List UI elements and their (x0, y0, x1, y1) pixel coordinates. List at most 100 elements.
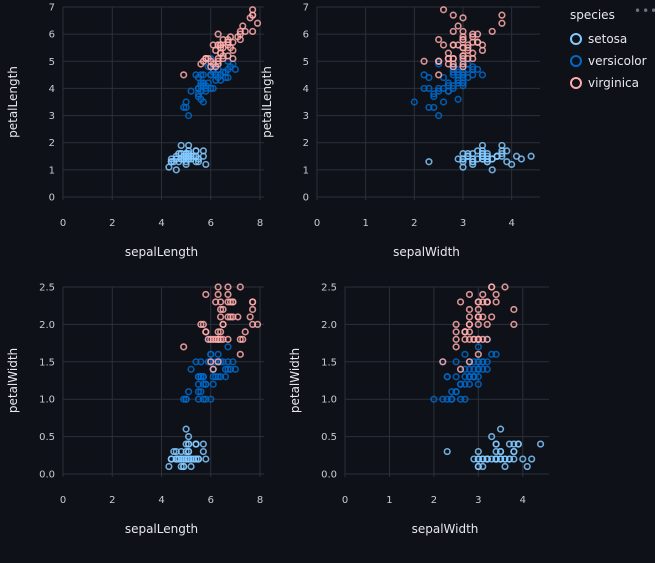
data-point-versicolor[interactable] (194, 73, 203, 82)
data-point-versicolor[interactable] (461, 350, 469, 358)
data-point-virginica[interactable] (435, 71, 443, 79)
data-point-versicolor[interactable] (470, 373, 478, 381)
data-point-versicolor[interactable] (470, 365, 478, 373)
data-point-versicolor[interactable] (479, 358, 487, 366)
data-point-setosa[interactable] (488, 166, 496, 174)
data-point-setosa[interactable] (443, 447, 451, 456)
data-point-versicolor[interactable] (430, 395, 438, 403)
data-point-virginica[interactable] (224, 41, 232, 49)
data-point-virginica[interactable] (241, 328, 249, 336)
data-point-versicolor[interactable] (483, 358, 491, 366)
data-point-setosa[interactable] (505, 455, 514, 463)
data-point-versicolor[interactable] (435, 111, 443, 120)
data-point-setosa[interactable] (182, 425, 190, 433)
data-point-virginica[interactable] (459, 14, 467, 22)
data-point-setosa[interactable] (523, 462, 531, 471)
data-point-virginica[interactable] (226, 298, 235, 306)
data-point-virginica[interactable] (214, 57, 222, 65)
data-point-versicolor[interactable] (224, 365, 232, 373)
data-point-virginica[interactable] (474, 38, 482, 46)
data-point-versicolor[interactable] (479, 365, 487, 373)
data-point-virginica[interactable] (249, 11, 257, 19)
data-point-setosa[interactable] (184, 433, 193, 441)
data-point-versicolor[interactable] (214, 350, 222, 358)
legend-item-versicolor[interactable]: versicolor (570, 50, 647, 72)
legend-item-virginica[interactable]: virginica (570, 72, 647, 94)
data-point-setosa[interactable] (202, 455, 210, 463)
data-point-virginica[interactable] (461, 328, 469, 336)
data-point-virginica[interactable] (217, 335, 225, 343)
data-point-virginica[interactable] (224, 298, 232, 306)
data-point-versicolor[interactable] (199, 98, 207, 106)
data-point-virginica[interactable] (465, 358, 474, 366)
data-point-virginica[interactable] (501, 283, 509, 291)
data-point-setosa[interactable] (492, 447, 500, 456)
data-point-virginica[interactable] (207, 358, 215, 366)
data-point-virginica[interactable] (459, 63, 467, 71)
data-point-virginica[interactable] (212, 46, 220, 55)
data-point-setosa[interactable] (192, 440, 200, 448)
data-point-setosa[interactable] (172, 166, 180, 174)
data-point-setosa[interactable] (202, 160, 210, 169)
data-point-virginica[interactable] (202, 328, 210, 336)
data-point-versicolor[interactable] (184, 111, 193, 120)
data-point-versicolor[interactable] (478, 71, 487, 79)
data-point-virginica[interactable] (464, 44, 472, 52)
data-point-setosa[interactable] (492, 455, 500, 463)
data-point-versicolor[interactable] (492, 350, 500, 358)
data-point-virginica[interactable] (465, 305, 474, 314)
data-point-versicolor[interactable] (439, 84, 448, 93)
data-point-virginica[interactable] (452, 335, 460, 343)
data-point-virginica[interactable] (236, 35, 244, 44)
data-point-virginica[interactable] (199, 320, 207, 329)
data-point-versicolor[interactable] (221, 73, 230, 82)
data-point-virginica[interactable] (492, 298, 500, 306)
data-point-virginica[interactable] (214, 283, 222, 291)
data-point-versicolor[interactable] (474, 365, 482, 373)
data-point-virginica[interactable] (246, 313, 254, 321)
data-point-setosa[interactable] (180, 462, 188, 471)
data-point-setosa[interactable] (498, 141, 506, 150)
data-point-virginica[interactable] (461, 335, 469, 343)
data-point-virginica[interactable] (439, 41, 448, 49)
data-point-versicolor[interactable] (199, 373, 207, 381)
data-point-virginica[interactable] (236, 350, 244, 358)
data-point-virginica[interactable] (459, 35, 467, 44)
data-point-virginica[interactable] (236, 335, 244, 343)
data-point-setosa[interactable] (184, 141, 193, 150)
more-horizontal-icon[interactable]: ••• (634, 4, 655, 18)
data-point-virginica[interactable] (217, 305, 225, 314)
data-point-setosa[interactable] (464, 149, 472, 158)
data-point-setosa[interactable] (510, 455, 518, 463)
data-point-versicolor[interactable] (214, 373, 222, 381)
data-point-versicolor[interactable] (452, 358, 460, 366)
data-point-virginica[interactable] (483, 320, 491, 329)
data-point-virginica[interactable] (214, 290, 222, 299)
data-point-virginica[interactable] (474, 313, 482, 321)
data-point-versicolor[interactable] (209, 380, 217, 388)
data-point-setosa[interactable] (496, 425, 505, 433)
data-point-versicolor[interactable] (226, 365, 235, 373)
data-point-virginica[interactable] (479, 335, 487, 343)
data-point-virginica[interactable] (474, 350, 482, 358)
data-point-setosa[interactable] (503, 158, 511, 166)
data-point-setosa[interactable] (182, 440, 190, 448)
data-point-virginica[interactable] (236, 283, 244, 291)
data-point-versicolor[interactable] (182, 103, 190, 112)
data-point-setosa[interactable] (510, 447, 518, 456)
data-point-setosa[interactable] (517, 155, 526, 163)
data-point-setosa[interactable] (478, 141, 487, 150)
data-point-setosa[interactable] (496, 455, 505, 463)
data-point-setosa[interactable] (488, 455, 496, 463)
data-point-setosa[interactable] (527, 152, 535, 160)
data-point-virginica[interactable] (469, 33, 477, 41)
data-point-versicolor[interactable] (194, 388, 203, 396)
data-point-virginica[interactable] (249, 298, 257, 306)
data-point-setosa[interactable] (470, 455, 478, 463)
data-point-versicolor[interactable] (180, 103, 188, 112)
data-point-virginica[interactable] (474, 335, 482, 343)
data-point-versicolor[interactable] (456, 395, 465, 403)
data-point-versicolor[interactable] (199, 380, 207, 388)
data-point-versicolor[interactable] (435, 60, 443, 68)
data-point-versicolor[interactable] (184, 388, 193, 396)
